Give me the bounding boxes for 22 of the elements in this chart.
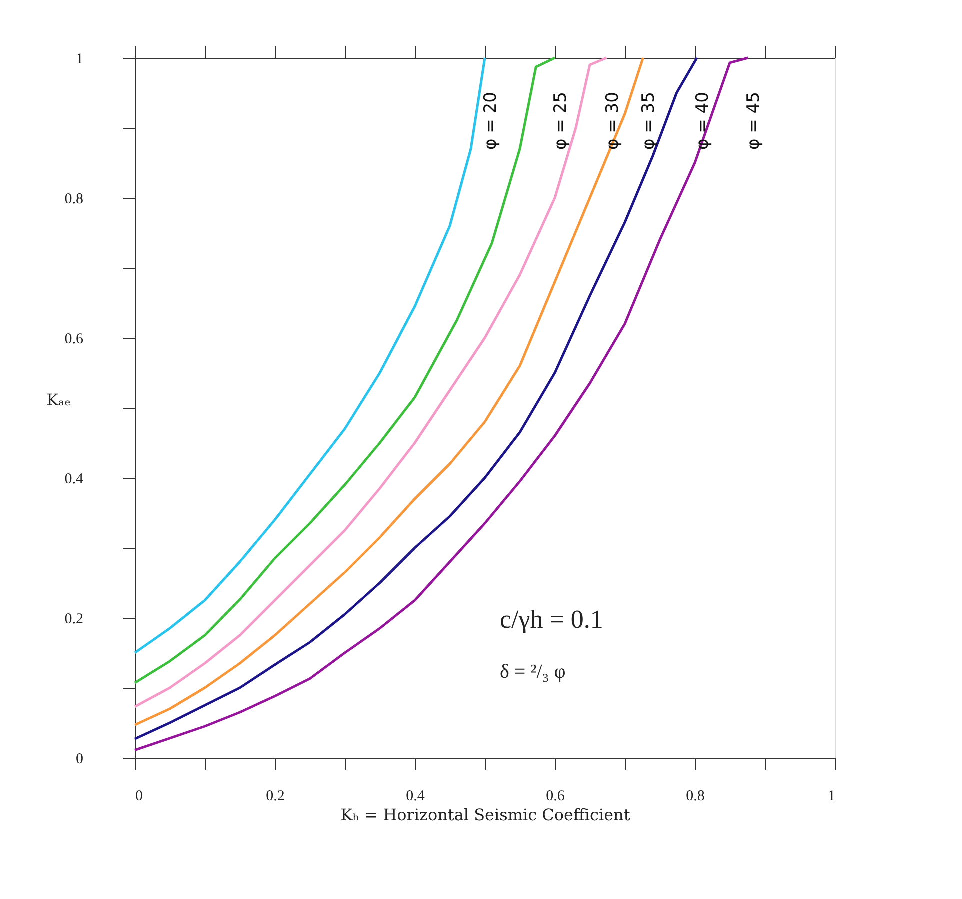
y-tick-label: 0.4 <box>64 472 84 488</box>
y-axis-title: Kₐₑ <box>46 390 71 410</box>
x-tick-label: 0.6 <box>546 788 566 804</box>
y-tick-label: 1 <box>76 52 84 68</box>
text: φ = 20 <box>481 92 501 150</box>
text: φ = 35 <box>639 92 660 150</box>
x-tick-label: 1 <box>828 788 836 804</box>
text: φ = 45 <box>744 92 764 150</box>
y-tick-label: 0.6 <box>64 332 84 348</box>
text: φ = 40 <box>693 92 714 150</box>
text: φ = 25 <box>551 92 571 150</box>
y-tick-label: 0 <box>76 752 84 768</box>
y-tick-label: 0.2 <box>64 612 84 628</box>
x-tick-label: 0.2 <box>266 788 285 804</box>
annotation: δ = ²/₃ φ <box>500 661 566 683</box>
annotation: c/γh = 0.1 <box>500 605 604 634</box>
text: φ = 30 <box>602 92 623 150</box>
x-tick-label: 0 <box>136 788 143 804</box>
x-tick-label: 0.8 <box>686 788 705 804</box>
y-tick-label: 0.8 <box>64 192 84 208</box>
x-tick-label: 0.4 <box>406 788 426 804</box>
x-axis-title: Kₕ = Horizontal Seismic Coefficient <box>340 806 631 824</box>
